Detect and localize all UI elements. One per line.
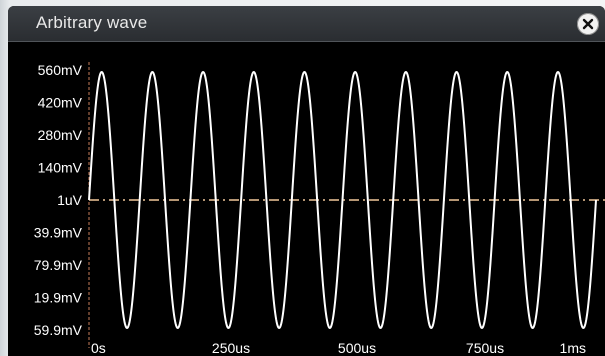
x-tick-label: 1ms [560,340,586,356]
y-tick-label: 560mV [38,62,83,78]
x-tick-label: 750us [466,340,504,356]
waveform-plot: 560mV 420mV 280mV 140mV 1uV 39.9mV 79.9mV 19.9m… [34,62,605,356]
y-tick-label: 39.9mV [34,225,83,241]
dialog-title: Arbitrary wave [36,13,148,32]
y-tick-label: 140mV [38,160,83,176]
y-tick-label: 1uV [57,192,83,208]
y-tick-label: 280mV [38,127,83,143]
y-tick-label: 19.9mV [34,290,83,306]
x-axis-labels: 0s 250us 500us 750us 1ms [91,340,586,356]
y-tick-label: 59.9mV [34,322,83,338]
y-axis-labels: 560mV 420mV 280mV 140mV 1uV 39.9mV 79.9mV 19.9m… [34,62,83,338]
y-tick-label: 420mV [38,95,83,111]
x-tick-label: 0s [91,340,106,356]
arbitrary-wave-dialog: Arbitrary wave 560mV 420mV 280mV 140mV 1uV 39… [8,6,605,356]
waveform-series-line [88,71,597,329]
x-tick-label: 500us [338,340,376,356]
dialog-titlebar: Arbitrary wave [8,6,605,42]
y-tick-label: 79.9mV [34,257,83,273]
close-button[interactable] [577,13,599,35]
x-tick-label: 250us [212,340,250,356]
close-icon [582,18,594,30]
